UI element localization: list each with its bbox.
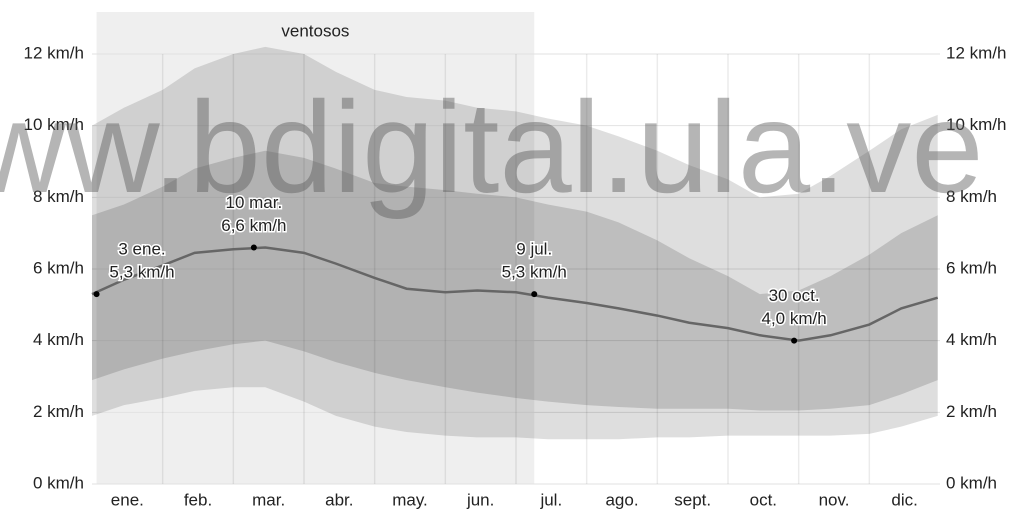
x-tick-label: may. [392,490,428,509]
percentile-band [92,46,938,440]
y2-tick-label: 12 km/h [946,43,1006,62]
y2-tick-label: 8 km/h [946,187,997,206]
y-tick-label: 12 km/h [24,43,84,62]
y2-tick-label: 10 km/h [946,115,1006,134]
mean-line [91,246,939,342]
annotation-date: 10 mar. [225,193,282,212]
x-tick-label: dic. [891,490,917,509]
x-tick-label: mar. [252,490,285,509]
y2-tick-label: 2 km/h [946,402,997,421]
annotation-value: 5,3 km/h [109,263,174,282]
x-tick-label: abr. [325,490,353,509]
annotation-point [250,244,257,251]
y-tick-label: 8 km/h [33,187,84,206]
watermark: www.bdigital.ula.ve [0,74,984,220]
x-tick-label: nov. [819,490,850,509]
annotation-value: 4,0 km/h [762,309,827,328]
highlight-region [96,12,535,484]
highlight-label: ventosos [281,21,349,40]
x-tick-label: jul. [539,490,562,509]
x-tick-label: ago. [605,490,638,509]
x-tick-label: sept. [674,490,711,509]
y2-tick-label: 6 km/h [946,258,997,277]
annotation-value: 6,6 km/h [221,216,286,235]
annotation-date: 9 jul. [516,240,552,259]
annotation-value: 5,3 km/h [502,263,567,282]
x-tick-label: jun. [466,490,494,509]
y-tick-label: 6 km/h [33,258,84,277]
annotation-point [791,337,798,344]
x-tick-label: feb. [184,490,212,509]
y-tick-label: 10 km/h [24,115,84,134]
annotation-point [531,291,538,298]
y2-tick-label: 0 km/h [946,473,997,492]
annotation-point [93,291,100,298]
annotation-date: 3 ene. [118,240,165,259]
x-tick-label: ene. [111,490,144,509]
annotation-date: 30 oct. [769,286,820,305]
percentile-band [92,150,938,411]
x-tick-label: oct. [750,490,777,509]
y2-tick-label: 4 km/h [946,330,997,349]
y-tick-label: 4 km/h [33,330,84,349]
y-tick-label: 2 km/h [33,402,84,421]
y-tick-label: 0 km/h [33,473,84,492]
